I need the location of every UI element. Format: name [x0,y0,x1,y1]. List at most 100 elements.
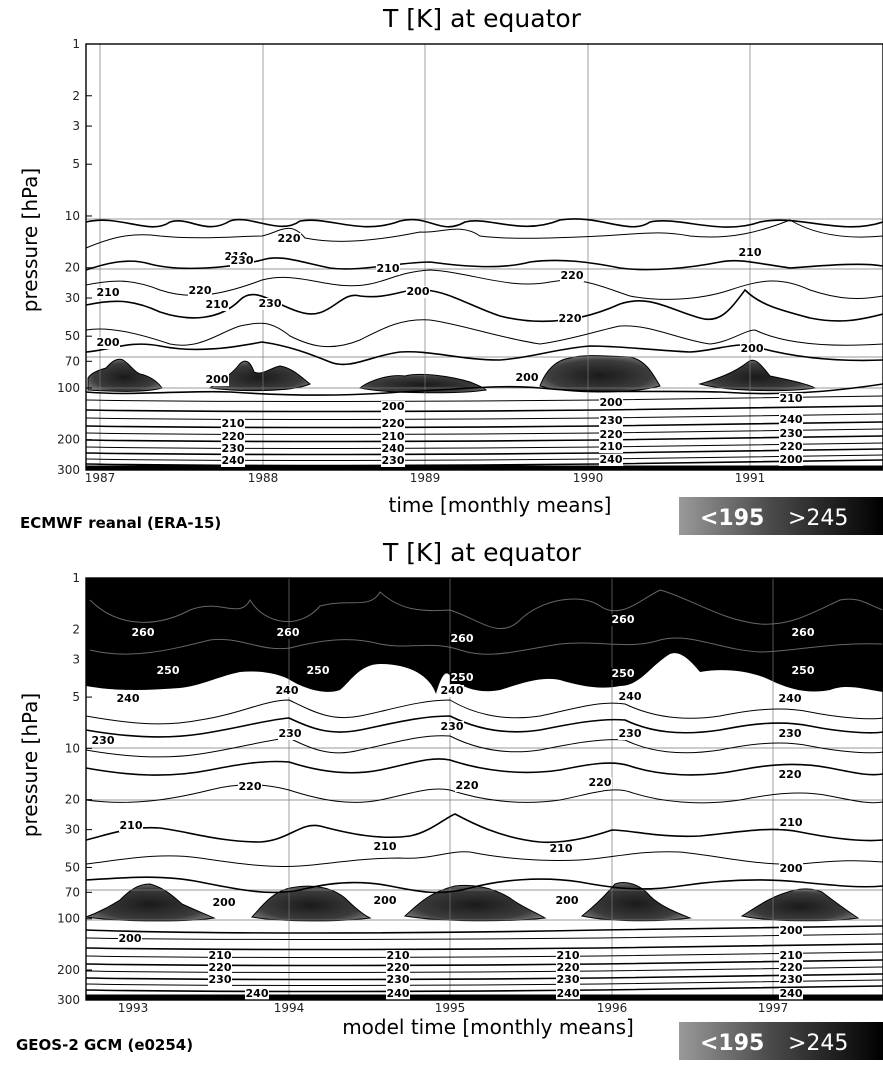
p1-x-tick-label: 1996 [597,1001,628,1015]
contour-label-bg [778,728,802,740]
bottom-y-ticks: 1 2 3 5 10 20 30 50 70 100 200 300 [57,571,92,1007]
contour-label-bg [599,397,623,409]
contour-label-bg [455,780,479,792]
contour-label-bg [386,950,410,962]
contour-label-bg [778,769,802,781]
contour-label-bg [91,735,115,747]
bottom-title: T [K] at equator [382,538,582,567]
contour-label: 210 [739,246,762,259]
contour-label: 240 [222,454,245,467]
contour-label: 210 [780,949,803,962]
bottom-warm-region [86,578,883,694]
contour-label-bg [588,777,612,789]
contour-label-bg [258,298,282,310]
bottom-legend-box [679,1022,883,1060]
contour-label: 200 [780,862,803,875]
contour-label: 240 [441,684,464,697]
contour-label-bg [381,431,405,443]
contour-label: 240 [557,987,580,1000]
contour-label: 250 [157,664,180,677]
contour-label: 240 [246,987,269,1000]
contour-label: 210 [209,949,232,962]
contour-label: 210 [780,816,803,829]
contour-label: 230 [92,734,115,747]
contour-label: 230 [387,973,410,986]
contour-label: 220 [589,776,612,789]
contour-label: 230 [222,442,245,455]
p1-y-tick-label: 100 [57,912,80,926]
contour-label: 200 [97,336,120,349]
contour-label-bg [386,974,410,986]
bottom-warm-contours [89,589,883,655]
p1-x-tick-label: 1995 [435,1001,466,1015]
contour-label: 230 [780,973,803,986]
contour-label: 200 [213,896,236,909]
contour-label: 220 [278,232,301,245]
contour-label-bg [156,665,180,677]
p0-y-tick-label: 2 [72,89,80,103]
contour-label-bg [618,728,642,740]
contour-label: 240 [619,690,642,703]
contour-label-bg [381,455,405,467]
contour-label: 210 [374,840,397,853]
contour-label-bg [558,313,582,325]
p1-y-tick-label: 50 [65,860,80,874]
contour-label-bg [376,263,400,275]
contour-label: 210 [557,949,580,962]
p1-y-tick-label: 3 [72,652,80,666]
contour-label: 200 [119,932,142,945]
contour-label-bg [208,950,232,962]
contour-label-bg [381,443,405,455]
contour-label: 220 [222,430,245,443]
contour-label-bg [556,974,580,986]
contour-label: 200 [741,342,764,355]
contour-label: 200 [780,924,803,937]
p0-x-tick-label: 1989 [410,471,441,485]
contour-label: 220 [209,961,232,974]
bottom-cold-regions [85,882,860,922]
contour-label-bg [131,627,155,639]
contour-label: 240 [780,413,803,426]
p0-y-tick-label: 3 [72,119,80,133]
contour-label: 260 [132,626,155,639]
contour-label: 200 [374,894,397,907]
contour-label-bg [221,443,245,455]
p1-y-tick-label: 30 [65,823,80,837]
contour-label: 230 [780,427,803,440]
p0-y-tick-label: 30 [65,291,80,305]
p1-x-tick-label: 1994 [274,1001,305,1015]
contour-label: 200 [516,371,539,384]
p1-y-tick-label: 2 [72,622,80,636]
contour-label: 230 [382,454,405,467]
contour-label-bg [116,693,140,705]
top-panel: T [K] at equator pressure [hPa] time [mo… [18,4,883,535]
contour-label: 250 [307,664,330,677]
p1-y-tick-label: 5 [72,690,80,704]
contour-label-bg [555,895,579,907]
contour-label-bg [450,633,474,645]
p0-y-tick-label: 20 [65,261,80,275]
contour-label-bg [221,418,245,430]
p0-x-tick-label: 1991 [735,471,766,485]
contour-label-bg [205,374,229,386]
contour-label-bg [208,974,232,986]
top-title: T [K] at equator [382,4,582,33]
contour-label-bg [373,841,397,853]
contour-label: 220 [600,428,623,441]
contour-label: 240 [117,692,140,705]
contour-label: 200 [600,396,623,409]
contour-label-bg [779,454,803,466]
contour-label-bg [96,337,120,349]
contour-label-bg [618,691,642,703]
bottom-x-ticks: 1993 1994 1995 1996 1997 [118,1001,789,1015]
contour-label-bg [450,672,474,684]
contour-label-bg [779,441,803,453]
contour-label: 230 [279,727,302,740]
contour-label: 240 [779,692,802,705]
contour-label-bg [779,414,803,426]
contour-label-bg [599,454,623,466]
contour-label-bg [556,988,580,1000]
top-cold-regions [87,355,817,394]
p0-y-tick-label: 200 [57,433,80,447]
contour-label-bg [556,962,580,974]
